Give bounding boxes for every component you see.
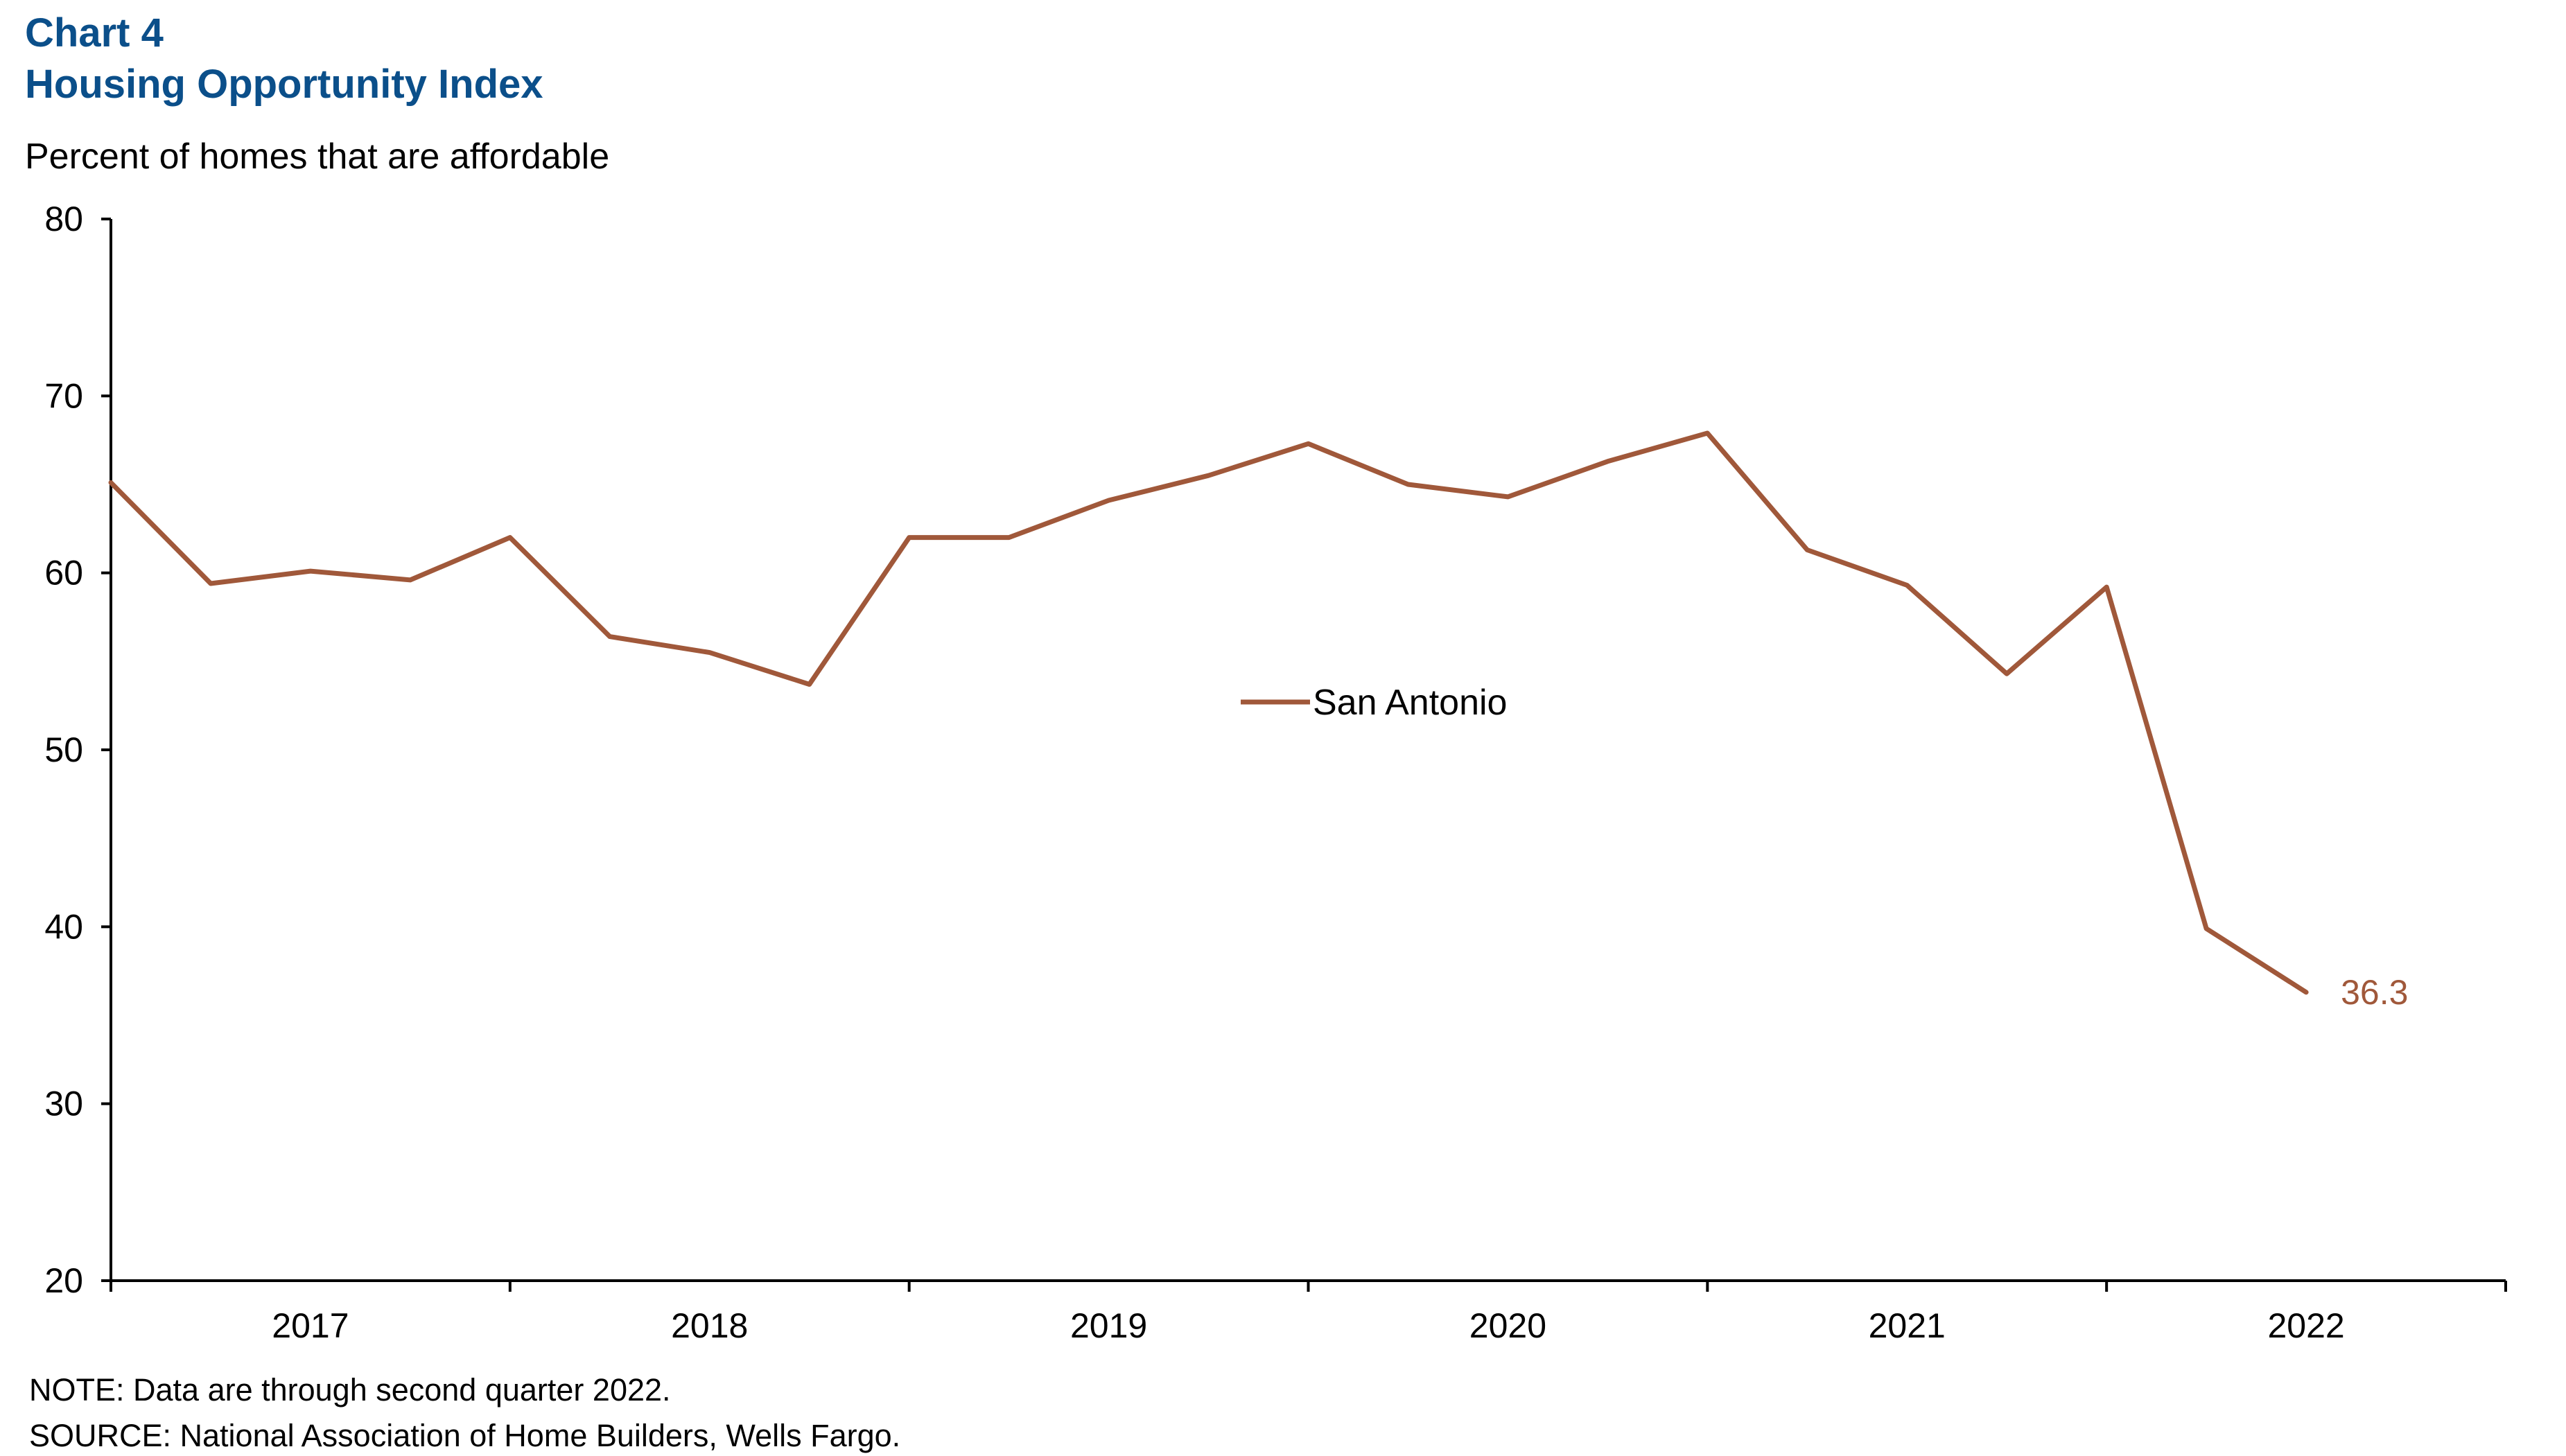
chart-title: Housing Opportunity Index xyxy=(25,62,543,107)
y-axis-label: Percent of homes that are affordable xyxy=(25,137,610,177)
y-tick-label: 50 xyxy=(44,730,83,769)
line-chart: 20 30 40 50 60 70 80 2017 2018 2019 2020 2021 2022 Sa… xyxy=(44,200,2507,1345)
x-tick-label: 2020 xyxy=(1469,1306,1546,1345)
x-tick-label: 2018 xyxy=(671,1306,748,1345)
y-tick-label: 60 xyxy=(44,554,83,593)
x-tick-label: 2019 xyxy=(1070,1306,1147,1345)
chart-number: Chart 4 xyxy=(25,10,164,55)
note-text: NOTE: Data are through second quarter 20… xyxy=(29,1372,671,1407)
y-tick-label: 40 xyxy=(44,907,83,946)
source-text: SOURCE: National Association of Home Bui… xyxy=(29,1418,901,1453)
data-label-last: 36.3 xyxy=(2341,973,2408,1012)
series-line-san-antonio xyxy=(108,430,2309,995)
y-tick-label: 80 xyxy=(44,200,83,238)
y-tick-label: 30 xyxy=(44,1085,83,1123)
x-tick-label: 2021 xyxy=(1869,1306,1946,1345)
y-tick-label: 20 xyxy=(44,1261,83,1300)
x-tick-label: 2022 xyxy=(2267,1306,2344,1345)
y-tick-label: 70 xyxy=(44,376,83,415)
legend-label: San Antonio xyxy=(1313,683,1507,723)
x-tick-label: 2017 xyxy=(272,1306,349,1345)
